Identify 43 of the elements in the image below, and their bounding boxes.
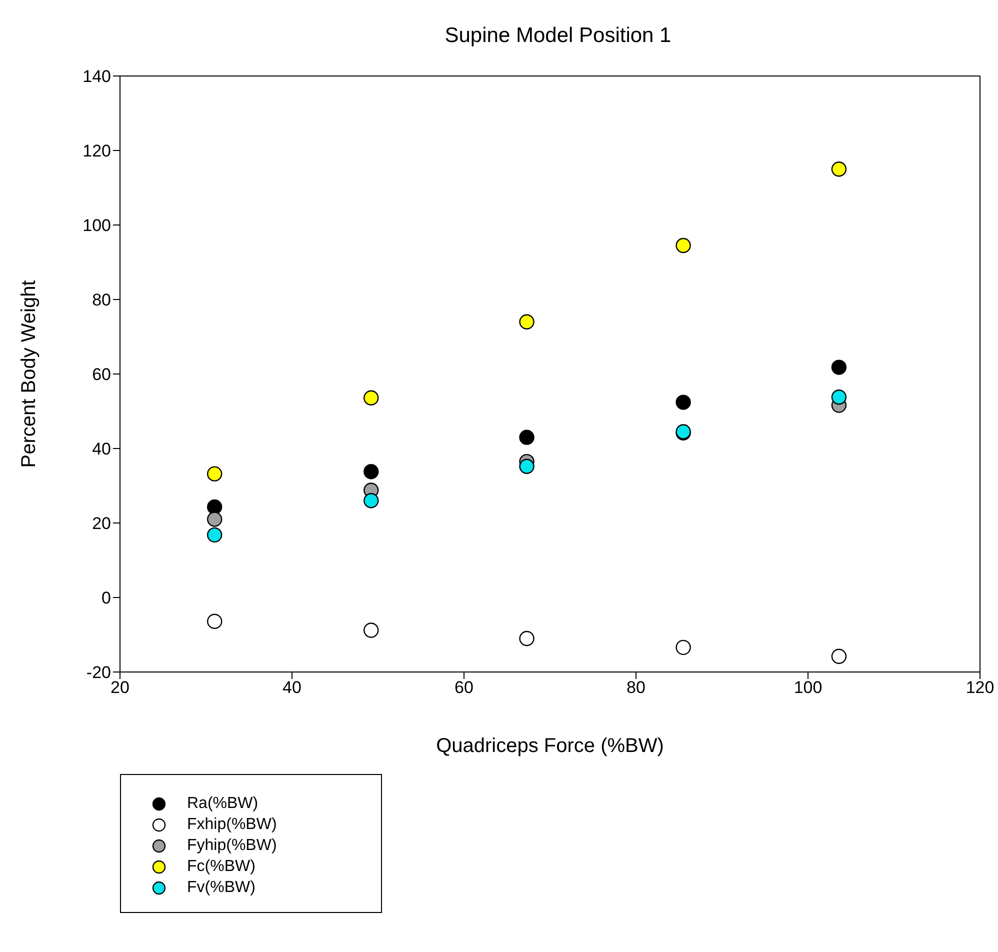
legend-label: Fyhip(%BW) [187,836,277,854]
point [519,630,534,646]
point [364,622,379,638]
x-tick-label: 120 [966,678,994,698]
legend-label: Fxhip(%BW) [187,816,277,834]
y-tick-label: 40 [92,440,111,459]
point [831,389,847,405]
point [364,464,379,480]
y-tick-label: 0 [102,588,111,608]
y-axis-title: Percent Body Weight [18,280,40,468]
point [207,499,222,515]
legend-label: Fc(%BW) [187,858,256,876]
point [207,527,222,543]
y-tick-label: 20 [92,514,111,534]
point [207,614,222,629]
point [676,640,691,656]
point [676,394,691,410]
point [519,458,534,474]
point [519,430,534,445]
x-tick-label: 20 [110,678,130,698]
point [519,314,534,330]
point [831,648,847,664]
y-tick-label: 100 [82,216,111,236]
legend-label: Fv(%BW) [187,878,256,896]
point [831,162,847,177]
point [676,238,691,254]
point [207,512,222,527]
point [831,360,847,375]
point [207,466,222,482]
x-tick-label: 80 [626,678,646,698]
x-tick-label: 60 [454,678,474,698]
point [364,390,379,406]
point [364,493,379,508]
x-tick-label: 40 [282,678,302,698]
legend-label: Ra(%BW) [187,794,258,812]
y-tick-label: 120 [82,142,111,161]
x-axis-title: Quadriceps Force (%BW) [436,735,664,758]
y-tick-label: -20 [86,663,111,682]
y-tick-label: 80 [92,290,111,310]
chart-title: Supine Model Position 1 [444,23,672,49]
x-tick-label: 100 [794,678,822,698]
y-tick-label: 140 [82,67,111,86]
y-tick-label: 60 [92,365,111,384]
